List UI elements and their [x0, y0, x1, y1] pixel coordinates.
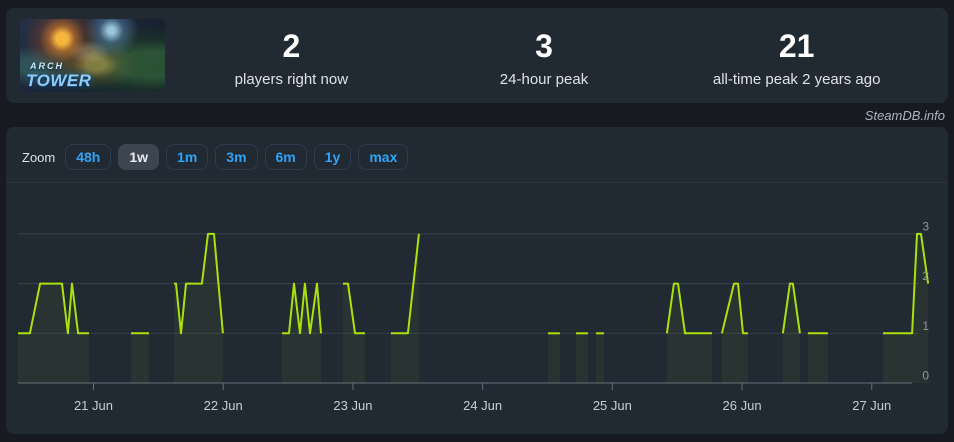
- series-line-11: [781, 282, 801, 334]
- y-axis-label-2: 2: [922, 269, 929, 283]
- series-line-10: [720, 282, 748, 335]
- x-axis-label-27: 27 Jun: [852, 398, 891, 413]
- series-area-8: [596, 333, 604, 383]
- series-area-11: [782, 283, 800, 383]
- zoom-range-button-3m[interactable]: 3m: [215, 144, 258, 170]
- stat-24h-peak: 3 24-hour peak: [418, 8, 671, 103]
- series-area-12: [807, 333, 828, 383]
- game-logo: ARCH TOWER: [26, 61, 92, 90]
- series-area-4: [342, 283, 365, 383]
- x-axis-label-26: 26 Jun: [723, 398, 762, 413]
- stat-players-now-label: players right now: [234, 71, 349, 88]
- x-axis-label-25: 25 Jun: [593, 398, 632, 413]
- zoom-range-button-6m[interactable]: 6m: [264, 144, 307, 170]
- zoom-label: Zoom: [22, 149, 56, 165]
- stat-players-now: 2 players right now: [165, 8, 418, 103]
- steamdb-watermark: SteamDB.info: [864, 107, 945, 123]
- stats-card: ARCH TOWER 2 players right now 3 24-hour…: [6, 8, 948, 103]
- x-axis-label-21: 21 Jun: [74, 398, 113, 413]
- y-axis-label-0: 0: [922, 369, 929, 383]
- player-count-chart[interactable]: 0 1 2 3 21 Jun 22 Jun 23 Jun 24 Jun 25 Jun 26 Jun…: [6, 183, 948, 434]
- zoom-range-buttons: 48h 1w 1m 3m 6m 1y max: [65, 144, 409, 170]
- stat-alltime-peak-label: all-time peak 2 years ago: [712, 71, 881, 88]
- stat-24h-peak-value: 3: [535, 28, 553, 64]
- stats-row: 2 players right now 3 24-hour peak 21 al…: [165, 8, 948, 103]
- zoom-range-button-max[interactable]: max: [358, 144, 409, 170]
- stat-players-now-value: 2: [282, 28, 301, 64]
- series-line-2: [174, 232, 224, 335]
- x-axis-label-23: 23 Jun: [333, 398, 372, 413]
- stat-24h-peak-label: 24-hour peak: [499, 71, 589, 88]
- series-line-0: [18, 282, 89, 335]
- y-axis-label-1: 1: [922, 319, 929, 333]
- series-area-2: [174, 233, 223, 383]
- watermark-row: SteamDB.info: [0, 103, 954, 127]
- y-axis-label-3: 3: [922, 219, 929, 233]
- series-line-4: [342, 282, 365, 335]
- zoom-range-button-1m[interactable]: 1m: [166, 144, 209, 170]
- series-area-6: [548, 333, 560, 383]
- series-area-13: [883, 233, 929, 383]
- chart-card: Zoom 48h 1w 1m 3m 6m 1y max 0 1 2 3 21 Jun 22 Jun 23…: [6, 127, 948, 434]
- series-area-7: [576, 333, 588, 383]
- series-line-3: [282, 282, 322, 335]
- series-line-9: [665, 282, 712, 335]
- x-axis-label-24: 24 Jun: [463, 398, 502, 413]
- zoom-range-button-48h[interactable]: 48h: [65, 144, 112, 170]
- game-logo-line2: TOWER: [26, 71, 92, 90]
- stat-alltime-peak: 21 all-time peak 2 years ago: [670, 8, 923, 103]
- series-area-5: [390, 233, 419, 383]
- game-banner-image[interactable]: ARCH TOWER: [20, 19, 165, 92]
- series-line-5: [390, 233, 420, 335]
- x-axis-label-22: 22 Jun: [204, 398, 243, 413]
- game-logo-line1: ARCH: [30, 61, 64, 71]
- series-line-13: [883, 232, 930, 335]
- zoom-range-button-1w[interactable]: 1w: [118, 144, 160, 170]
- stat-alltime-peak-value: 21: [778, 28, 815, 64]
- series-area-1: [131, 333, 149, 383]
- zoom-toolbar: Zoom 48h 1w 1m 3m 6m 1y max: [6, 127, 948, 183]
- zoom-range-button-1y[interactable]: 1y: [313, 144, 352, 170]
